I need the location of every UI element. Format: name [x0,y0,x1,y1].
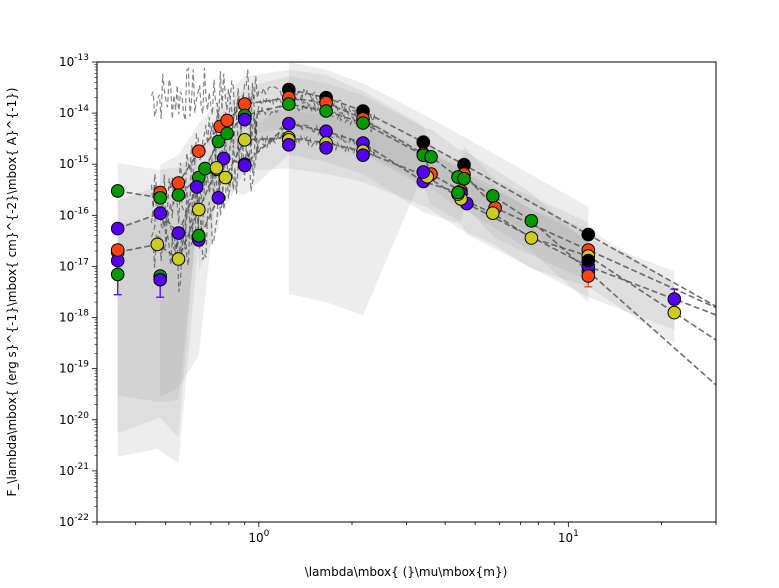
data-point [209,161,224,175]
data-point [451,185,465,200]
data-point [581,227,596,242]
model-spectrum-line [150,119,377,260]
data-point [110,243,125,257]
model-spectrum-line [150,67,377,124]
y-axis-ticks: 10-13 10-14 10-15 10-16 10-17 10-18 10-19 10-20… [59,53,97,529]
x-axis-label: \lambda\mbox{ (}\mu\mbox{m}) [305,565,508,579]
data-point [110,184,125,198]
data-point [667,305,682,320]
data-point [110,221,125,236]
y-axis-label: F_\lambda\mbox{ (erg s}^{-1}\mbox{ cm}^{… [5,88,19,497]
data-point [416,165,431,179]
uncertainty-band [160,69,589,397]
data-point [220,113,234,128]
data-point [524,231,539,245]
data-point [153,272,167,287]
data-point [110,267,125,282]
uncertainty-band [117,76,589,403]
data-point [171,226,186,240]
data-point [581,269,596,283]
data-point [216,151,231,166]
data-point [211,134,226,149]
data-point [424,150,438,164]
data-point [319,104,333,118]
data-point [282,138,296,152]
data-point [192,202,206,217]
uncertainty-band [117,109,675,464]
y-tick-label: 10-17 [59,257,89,273]
data-point [524,214,539,228]
y-tick-label: 10-20 [59,411,89,427]
model-spectrum-line [151,119,377,292]
data-point [237,133,252,147]
y-tick-label: 10-14 [59,104,89,120]
data-point [237,97,252,111]
data-point [150,237,165,252]
x-tick-label: 100 [248,529,269,545]
data-point [667,292,682,306]
y-tick-label: 10-22 [59,513,89,529]
data-point [153,191,167,205]
data-point [192,228,206,243]
data-point [282,97,296,111]
data-point [581,253,596,268]
model-curve [159,96,716,309]
data-point [282,116,296,131]
y-tick-label: 10-16 [59,206,89,222]
data-point [486,189,500,203]
data-point [189,180,204,194]
data-point [319,141,333,155]
data-point [218,170,233,185]
y-tick-label: 10-18 [59,309,89,325]
data-point [211,191,226,205]
data-point [486,206,500,220]
data-point [319,124,333,139]
data-point [356,148,370,162]
data-point [220,126,234,141]
data-point [457,171,471,186]
uncertainty-band [117,95,675,438]
data-point [237,112,252,127]
data-points [110,82,682,320]
data-point [356,116,370,130]
data-point [237,158,252,173]
data-point [171,252,186,266]
y-tick-label: 10-15 [59,155,89,171]
data-point [171,188,186,202]
x-axis-ticks: 100 101 [96,522,717,545]
data-point [198,161,212,176]
data-point [416,135,431,149]
data-point [153,206,167,220]
data-point [171,176,186,190]
data-point [192,144,206,158]
y-tick-label: 10-13 [59,53,89,69]
y-tick-label: 10-21 [59,462,89,478]
x-tick-label: 101 [558,529,579,545]
y-tick-label: 10-19 [59,360,89,376]
